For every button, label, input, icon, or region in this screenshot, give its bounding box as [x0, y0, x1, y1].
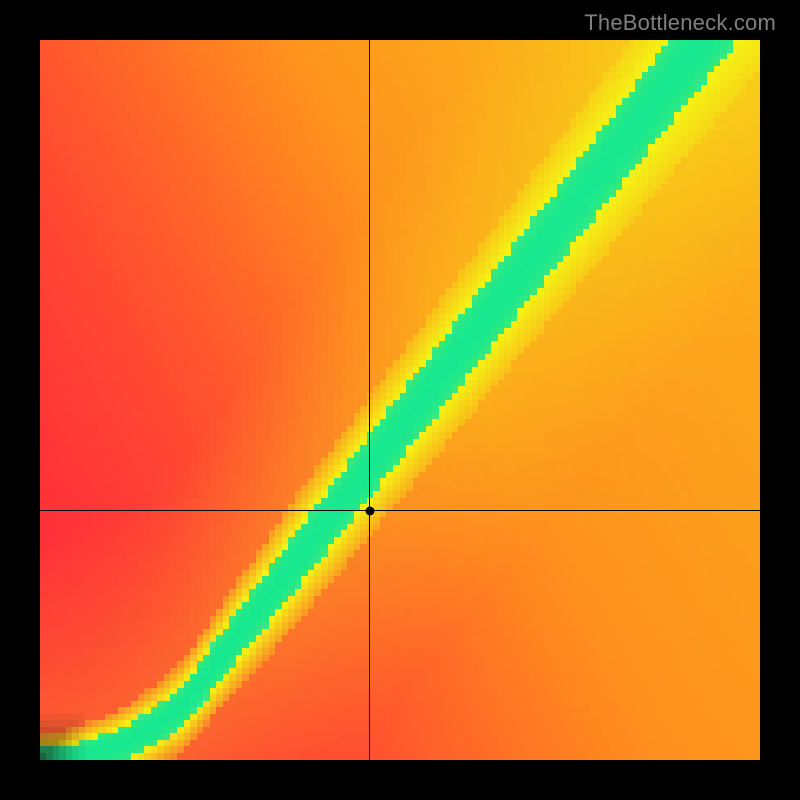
crosshair-dot	[365, 506, 374, 515]
crosshair-horizontal	[40, 510, 760, 511]
watermark-text: TheBottleneck.com	[584, 10, 776, 36]
heatmap-plot	[40, 40, 760, 760]
crosshair-vertical	[369, 40, 370, 760]
heatmap-canvas	[40, 40, 760, 760]
